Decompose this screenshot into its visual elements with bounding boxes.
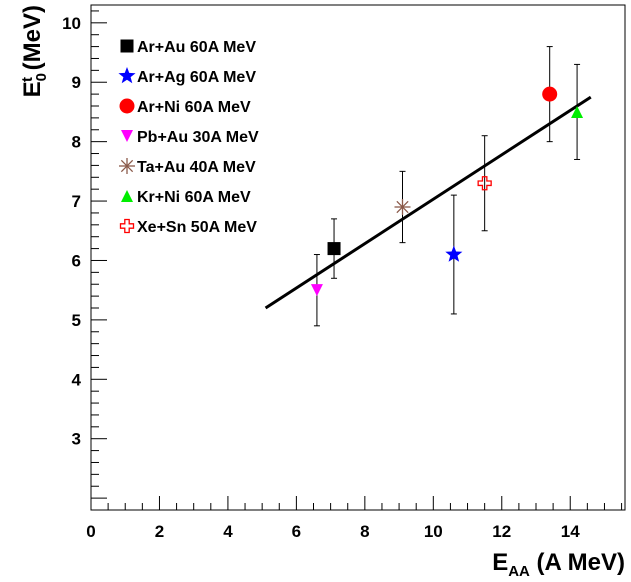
legend-entry-6: Kr+Ni 60A MeV [121, 189, 251, 206]
data-point-2 [445, 194, 463, 315]
asterisk-marker-stroke [396, 200, 409, 214]
x-tick-label: 12 [492, 522, 511, 541]
triangle-up-marker [121, 190, 133, 202]
data-point-3 [542, 46, 558, 143]
data-point-6 [571, 63, 584, 160]
y-tick-label: 9 [72, 73, 81, 92]
fit-line [264, 95, 592, 310]
open-cross-marker [477, 176, 492, 191]
legend-entry-2: Ar+Ag 60A MeV [118, 67, 256, 86]
y-tick-label: 3 [72, 430, 81, 449]
data-point-7 [477, 135, 492, 232]
data-point-1 [327, 218, 341, 279]
x-axis-title: EAA (A MeV) [492, 549, 625, 580]
legend-label: Pb+Au 30A MeV [137, 129, 259, 146]
y-tick-label: 7 [72, 192, 81, 211]
y-tick-label: 5 [72, 311, 81, 330]
y-axis: 3 4 5 6 7 8 9 10 [62, 10, 107, 499]
x-tick-label: 4 [223, 522, 233, 541]
legend-label: Ta+Au 40A MeV [137, 159, 256, 176]
star-marker [118, 67, 136, 84]
legend-label: Ar+Ag 60A MeV [137, 69, 256, 86]
y-tick-label: 6 [72, 251, 81, 270]
legend-entry-4: Pb+Au 30A MeV [121, 129, 259, 146]
triangle-down-marker [310, 284, 323, 297]
y-tick-label: 10 [62, 14, 81, 33]
legend-label: Ar+Au 60A MeV [137, 39, 256, 56]
asterisk-marker-stroke [120, 159, 134, 173]
fit-line-group [264, 95, 592, 310]
y-tick-label: 8 [72, 133, 81, 152]
legend-entry-3: Ar+Ni 60A MeV [119, 98, 251, 116]
triangle-down-marker [121, 130, 133, 142]
legend-entry-5: Ta+Au 40A MeV [119, 158, 256, 176]
x-tick-label: 10 [424, 522, 443, 541]
data-points [310, 46, 584, 327]
circle-marker [542, 86, 558, 102]
legend-entry-1: Ar+Au 60A MeV [120, 39, 256, 56]
legend-entry-7: Xe+Sn 50A MeV [119, 218, 257, 236]
x-tick-label: 0 [86, 522, 95, 541]
x-tick-label: 14 [561, 522, 580, 541]
x-tick-label: 6 [292, 522, 301, 541]
legend: Ar+Au 60A MeV Ar+Ag 60A MeV Ar+Ni 60A MeV P… [118, 39, 259, 236]
x-tick-label: 2 [155, 522, 164, 541]
triangle-up-marker [571, 105, 584, 118]
square-marker [327, 242, 341, 256]
legend-label: Ar+Ni 60A MeV [137, 99, 251, 116]
y-axis-title: E0t (MeV) [19, 5, 50, 97]
legend-label: Xe+Sn 50A MeV [137, 219, 257, 236]
star-marker [445, 245, 463, 262]
data-point-4 [310, 254, 323, 327]
plot-frame [90, 4, 626, 511]
legend-label: Kr+Ni 60A MeV [137, 189, 251, 206]
x-tick-label: 8 [360, 522, 369, 541]
x-axis: 0 2 4 6 8 10 12 14 [86, 496, 623, 541]
data-point-5 [394, 170, 411, 244]
open-cross-marker [119, 218, 135, 234]
y-tick-label: 4 [72, 370, 82, 389]
circle-marker [119, 98, 135, 114]
square-marker [120, 39, 134, 53]
